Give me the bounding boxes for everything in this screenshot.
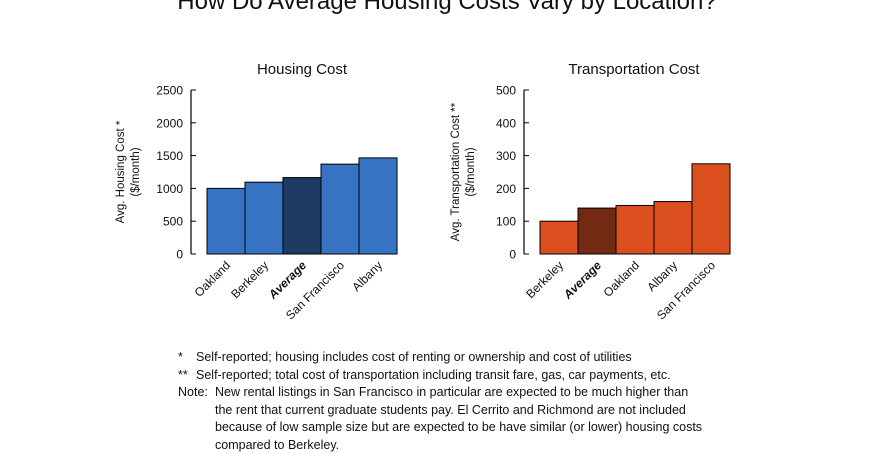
x-tick-label: Average (560, 258, 604, 302)
footnotes: * Self-reported; housing includes cost o… (178, 349, 778, 454)
footnote-mark: * (178, 349, 196, 367)
x-tick-label: Albany (644, 258, 680, 294)
bar-berkeley (540, 221, 578, 254)
footnote-transportation: ** Self-reported; total cost of transpor… (178, 367, 778, 385)
footnote-housing: * Self-reported; housing includes cost o… (178, 349, 778, 367)
y-axis-label-line: Avg. Transportation Cost ** (450, 102, 462, 241)
y-tick-label: 300 (496, 149, 516, 163)
y-tick-label: 100 (496, 215, 516, 229)
x-tick-label: Oakland (601, 258, 643, 300)
y-tick-label: 500 (496, 84, 516, 98)
bar-san-francisco (692, 164, 730, 254)
chart-title: Transportation Cost (568, 61, 700, 78)
y-tick-label: 400 (496, 116, 516, 130)
bar-albany (654, 202, 692, 254)
y-axis-label: Avg. Transportation Cost **($/month) (450, 102, 477, 241)
footnote-mark: Note: (178, 384, 215, 402)
footnote-text: Self-reported; housing includes cost of … (196, 349, 632, 367)
y-tick-label: 0 (509, 248, 516, 262)
footnote-note-continuation: compared to Berkeley. (178, 437, 778, 454)
footnote-note: Note: New rental listings in San Francis… (178, 384, 778, 402)
y-axis-label-line: ($/month) (465, 147, 477, 196)
footnote-note-continuation: the rent that current graduate students … (178, 402, 778, 420)
x-tick-label: Berkeley (523, 258, 566, 301)
footnote-text: Self-reported; total cost of transportat… (196, 367, 671, 385)
transportation-cost-chart: Transportation Cost Avg. Transportation C… (0, 0, 894, 350)
footnote-note-continuation: because of low sample size but are expec… (178, 419, 778, 437)
footnote-text: New rental listings in San Francisco in … (215, 384, 688, 402)
footnote-mark: ** (178, 367, 196, 385)
y-tick-label: 200 (496, 182, 516, 196)
bar-average (578, 208, 616, 254)
bar-oakland (616, 205, 654, 254)
